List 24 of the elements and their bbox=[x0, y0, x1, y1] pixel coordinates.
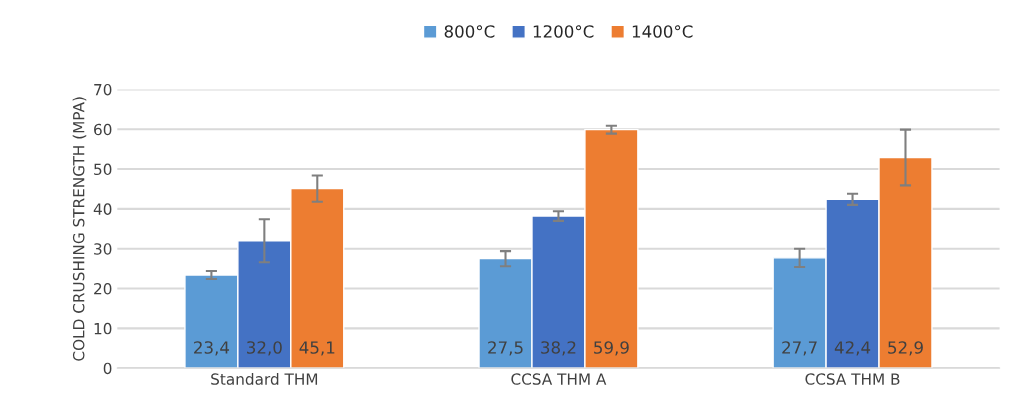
data-label: 38,2 bbox=[541, 341, 576, 356]
legend-label: 1400°C bbox=[632, 25, 693, 38]
data-label: 27,7 bbox=[782, 341, 817, 356]
data-label: 32,0 bbox=[247, 341, 282, 356]
legend-label: 1200°C bbox=[533, 25, 594, 38]
y-tick-label: 70 bbox=[94, 83, 112, 96]
x-tick-label: Standard THM bbox=[211, 373, 318, 385]
y-tick-label: 0 bbox=[103, 362, 112, 375]
y-tick-label: 10 bbox=[94, 322, 112, 335]
legend-label: 800°C bbox=[444, 25, 495, 38]
y-tick-label: 20 bbox=[94, 282, 112, 295]
y-axis-title: COLD CRUSHING STRENGTH (MPA) bbox=[72, 97, 87, 361]
y-tick-label: 50 bbox=[94, 163, 112, 176]
y-tick-label: 40 bbox=[93, 203, 112, 215]
data-label: 23,4 bbox=[194, 341, 230, 356]
data-label: 52,9 bbox=[888, 341, 923, 356]
y-tick-label: 60 bbox=[94, 123, 112, 136]
data-label: 59,9 bbox=[594, 341, 629, 356]
data-label: 42,4 bbox=[834, 341, 871, 356]
x-tick-label: CCSA THM A bbox=[511, 373, 607, 385]
y-tick-label: 30 bbox=[94, 243, 112, 255]
data-label: 45,1 bbox=[299, 341, 335, 356]
x-tick-label: CCSA THM B bbox=[805, 373, 900, 385]
data-label: 27,5 bbox=[488, 341, 523, 356]
